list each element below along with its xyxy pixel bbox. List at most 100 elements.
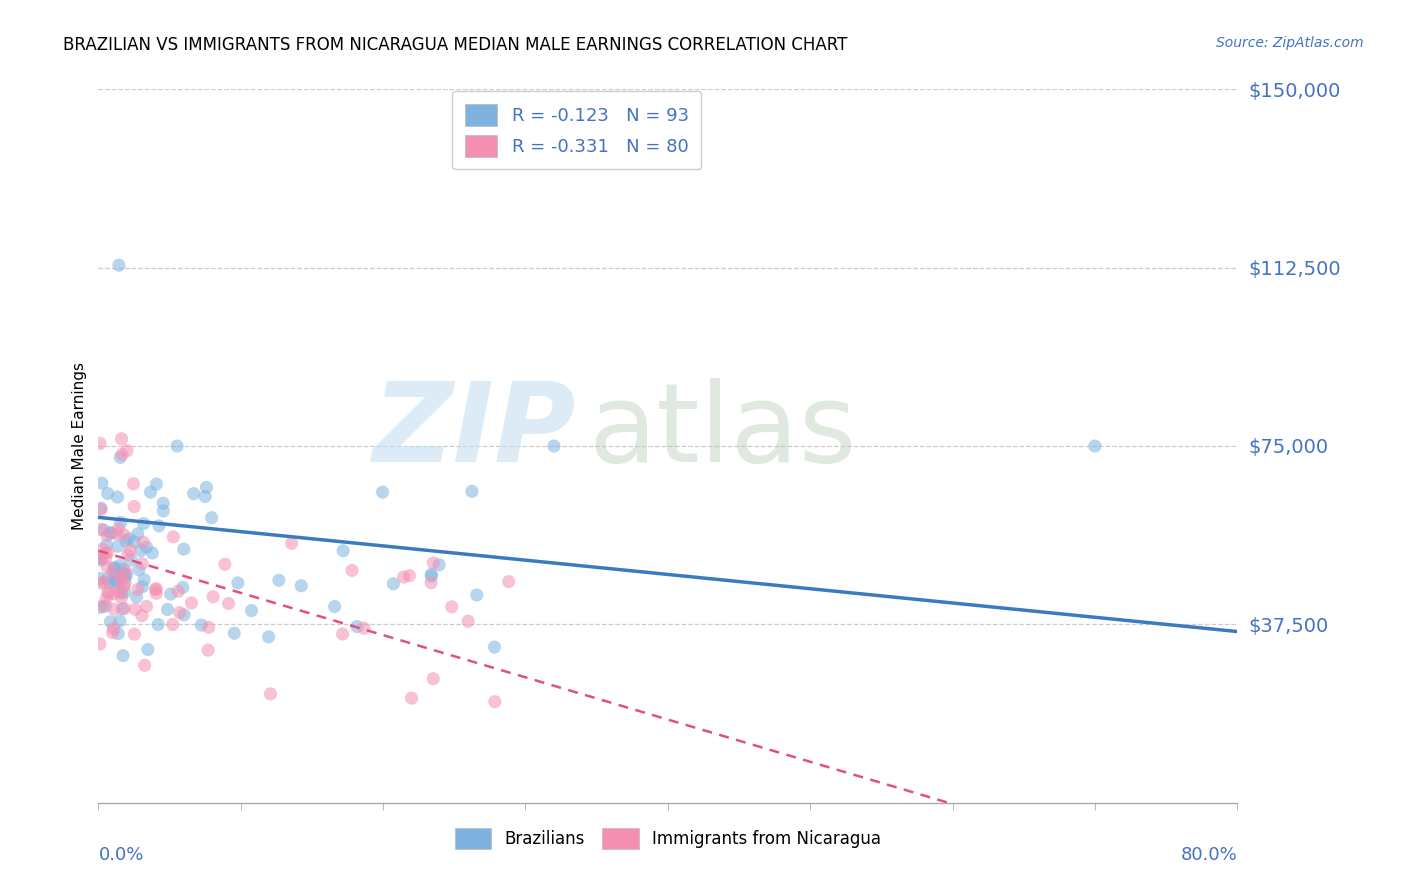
Point <box>108 614 131 628</box>
Point <box>90 522 112 536</box>
Point <box>422 672 444 686</box>
Point <box>457 614 479 628</box>
Point <box>110 591 132 605</box>
Point <box>93 575 115 590</box>
Point <box>127 526 149 541</box>
Point <box>422 556 444 570</box>
Point <box>90 476 112 491</box>
Point <box>139 485 162 500</box>
Point <box>124 627 146 641</box>
Point <box>173 607 195 622</box>
Point <box>89 551 111 566</box>
Point <box>96 560 118 574</box>
Point <box>371 485 394 500</box>
Point <box>98 525 121 540</box>
Point <box>120 543 142 558</box>
Point <box>131 557 153 571</box>
Point <box>257 630 280 644</box>
Point <box>107 522 129 536</box>
Point <box>125 590 148 604</box>
Point <box>398 568 420 582</box>
Point <box>136 642 159 657</box>
Point <box>201 510 224 524</box>
Point <box>111 569 134 583</box>
Point <box>97 587 120 601</box>
Point <box>332 543 354 558</box>
Point <box>101 565 124 579</box>
Point <box>440 599 463 614</box>
Point <box>115 443 138 458</box>
Point <box>346 619 368 633</box>
Point <box>120 553 142 567</box>
Point <box>90 600 112 615</box>
Point <box>108 558 131 573</box>
Point <box>166 439 188 453</box>
Point <box>202 590 225 604</box>
Point <box>96 538 118 552</box>
Point <box>172 581 194 595</box>
Point <box>89 550 111 565</box>
Point <box>103 622 125 636</box>
Point <box>183 486 205 500</box>
Text: Source: ZipAtlas.com: Source: ZipAtlas.com <box>1216 36 1364 50</box>
Point <box>90 502 112 516</box>
Point <box>98 575 121 590</box>
Point <box>110 450 132 465</box>
Point <box>332 627 354 641</box>
Point <box>112 528 135 542</box>
Point <box>111 602 134 616</box>
Point <box>392 570 415 584</box>
Point <box>259 687 281 701</box>
Point <box>152 504 174 518</box>
Text: 0.0%: 0.0% <box>98 846 143 863</box>
Point <box>159 587 181 601</box>
Point <box>134 573 156 587</box>
Point <box>89 571 111 585</box>
Point <box>110 516 132 530</box>
Point <box>122 534 145 549</box>
Point <box>190 618 212 632</box>
Point <box>97 585 120 599</box>
Point <box>197 643 219 657</box>
Point <box>112 562 135 576</box>
Point <box>420 575 443 590</box>
Point <box>461 484 484 499</box>
Point <box>111 432 134 446</box>
Point <box>107 626 129 640</box>
Point <box>162 617 184 632</box>
Text: atlas: atlas <box>588 378 856 485</box>
Point <box>145 586 167 600</box>
Point <box>484 640 506 654</box>
Point <box>180 596 202 610</box>
Text: ZIP: ZIP <box>373 378 576 485</box>
Point <box>104 560 127 574</box>
Point <box>115 568 138 582</box>
Point <box>104 576 127 591</box>
Point <box>90 576 112 591</box>
Point <box>112 579 135 593</box>
Legend: Brazilians, Immigrants from Nicaragua: Brazilians, Immigrants from Nicaragua <box>444 818 891 859</box>
Point <box>132 516 155 531</box>
Point <box>104 572 127 586</box>
Point <box>96 572 118 586</box>
Point <box>110 586 132 600</box>
Point <box>152 496 174 510</box>
Point <box>145 477 167 491</box>
Point <box>122 476 145 491</box>
Point <box>132 535 155 549</box>
Point <box>195 480 218 494</box>
Point <box>108 584 131 599</box>
Point <box>498 574 520 589</box>
Point <box>420 567 443 582</box>
Point <box>112 601 135 615</box>
Point <box>131 580 153 594</box>
Point <box>382 576 405 591</box>
Point <box>323 599 346 614</box>
Point <box>145 582 167 597</box>
Point <box>89 637 111 651</box>
Point <box>197 620 219 634</box>
Y-axis label: Median Male Earnings: Median Male Earnings <box>72 362 87 530</box>
Point <box>114 567 136 582</box>
Point <box>135 599 157 614</box>
Point <box>91 542 114 557</box>
